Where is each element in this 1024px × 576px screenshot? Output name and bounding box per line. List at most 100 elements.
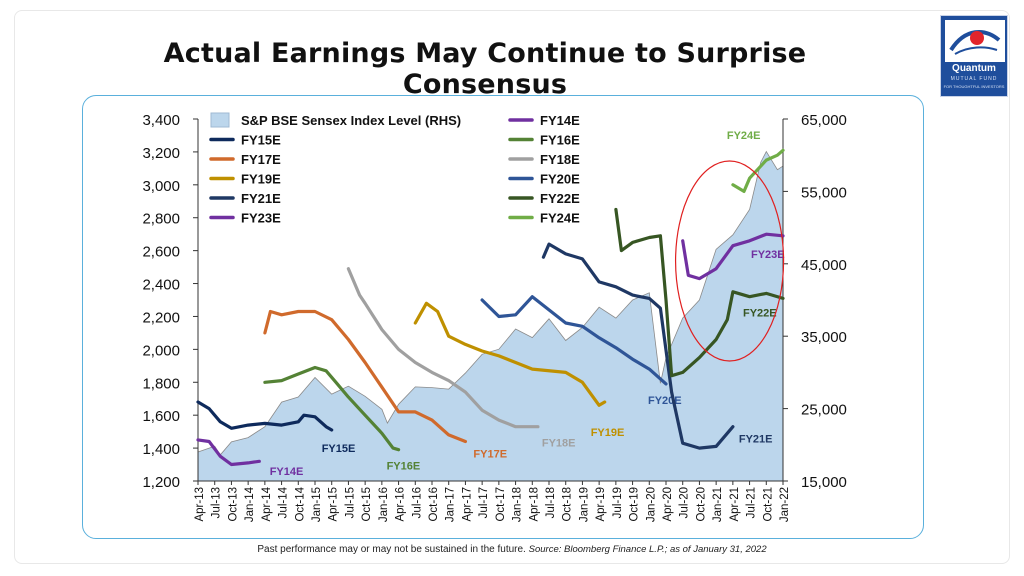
y-right-tick-label: 45,000: [801, 257, 847, 274]
x-tick-label: Jul-15: [344, 487, 356, 518]
x-tick-label: Jul-17: [478, 487, 490, 518]
series-label-fy19e: FY19E: [591, 427, 625, 439]
legend-label-area: S&P BSE Sensex Index Level (RHS): [241, 113, 461, 128]
y-left-tick-label: 2,200: [142, 309, 180, 326]
y-right-tick-label: 15,000: [801, 474, 847, 491]
x-tick-label: Jan-15: [311, 487, 323, 522]
series-line-fy17e: [263, 309, 467, 444]
chart-container: 1,200 1,400 1,600 1,800 2,000 2,200 2,400 2,600…: [82, 95, 924, 539]
x-tick-label: Jul-19: [612, 487, 624, 518]
series-line-fy23e: [681, 232, 785, 281]
footnote-source: Source: Bloomberg Finance L.P.; as of Ja…: [528, 544, 767, 555]
x-tick-label: Jan-18: [512, 487, 524, 522]
x-tick-label: Apr-18: [528, 487, 540, 522]
footnote-text: Past performance may or may not be susta…: [257, 544, 526, 555]
x-tick-label: Jul-21: [746, 487, 758, 518]
x-tick-label: Jan-20: [645, 487, 657, 522]
x-tick-label: Jul-20: [679, 487, 691, 518]
x-tick-label: Jul-14: [278, 486, 290, 518]
legend-label-fy15e: FY15E: [241, 133, 281, 148]
x-tick-label: Oct-16: [428, 487, 440, 522]
series-line-fy24e: [731, 148, 785, 193]
sensex-area-edge: [197, 150, 784, 456]
footnote: Past performance may or may not be susta…: [0, 544, 1024, 555]
sensex-earnings-chart: 1,200 1,400 1,600 1,800 2,000 2,200 2,400 2,600…: [142, 112, 847, 522]
y-left-tick-label: 1,200: [142, 474, 180, 491]
series-line-fy16e: [263, 365, 401, 452]
x-tick-label: Apr-15: [328, 487, 340, 522]
x-tick-label: Oct-18: [562, 487, 574, 522]
x-tick-label: Apr-21: [729, 487, 741, 522]
legend-label-fy18e: FY18E: [540, 152, 580, 167]
series-line-fy18e: [346, 267, 540, 429]
x-tick-label: Apr-16: [395, 487, 407, 522]
logo-name: Quantum: [952, 63, 996, 74]
x-tick-label: Jan-14: [244, 486, 256, 522]
series-label-fy16e: FY16E: [387, 461, 421, 473]
x-tick-label: Jan-19: [578, 487, 590, 522]
x-tick-label: Oct-15: [361, 487, 373, 522]
y-left-tick-label: 1,400: [142, 441, 180, 458]
x-tick-label: Apr-17: [461, 487, 473, 522]
logo-tagline: FOR THOUGHTFUL INVESTORS: [943, 84, 1005, 89]
y-left-tick-label: 2,400: [142, 277, 180, 294]
slide-frame: [14, 10, 1010, 564]
series-line-fy14e: [196, 438, 261, 467]
legend-label-fy20e: FY20E: [540, 172, 580, 187]
series-line-fy22e: [614, 207, 785, 378]
y-left-tick-label: 1,800: [142, 375, 180, 392]
series-label-fy17e: FY17E: [473, 449, 507, 461]
legend-label-fy19e: FY19E: [241, 172, 281, 187]
series-label-fy24e: FY24E: [727, 130, 761, 142]
x-tick-label: Jul-16: [411, 487, 423, 518]
series-line-fy15e: [196, 400, 334, 432]
series-label-fy14e: FY14E: [270, 466, 304, 478]
x-tick-label: Jul-18: [545, 487, 557, 518]
x-tick-label: Jul-13: [211, 487, 223, 518]
y-left-tick-label: 2,000: [142, 342, 180, 359]
legend-label-fy16e: FY16E: [540, 133, 580, 148]
legend-label-fy21e: FY21E: [241, 191, 281, 206]
x-tick-label: Jan-21: [712, 487, 724, 522]
legend-label-fy17e: FY17E: [241, 152, 281, 167]
x-tick-label: Jan-22: [779, 487, 791, 522]
slide-title: Actual Earnings May Continue to Surprise…: [163, 38, 807, 100]
y-right-tick-label: 65,000: [801, 112, 847, 129]
legend-label-fy24e: FY24E: [540, 211, 580, 226]
quantum-logo: Quantum MUTUAL FUND FOR THOUGHTFUL INVES…: [940, 15, 1008, 97]
x-tick-label: Apr-19: [595, 487, 607, 522]
legend-label-fy23e: FY23E: [241, 211, 281, 226]
series-line-fy19e: [413, 301, 607, 407]
series-label-fy18e: FY18E: [542, 438, 576, 450]
series-label-fy21e: FY21E: [739, 434, 773, 446]
y-left-tick-label: 3,400: [142, 112, 180, 129]
sensex-area: [198, 151, 783, 481]
logo-mark-icon: [945, 20, 1005, 62]
series-label-fy15e: FY15E: [322, 443, 356, 455]
x-tick-label: Oct-17: [495, 487, 507, 522]
x-tick-label: Apr-13: [194, 487, 206, 522]
legend-swatch-area: [210, 112, 230, 128]
series-line-fy20e: [480, 295, 668, 386]
y-right-tick-label: 25,000: [801, 402, 847, 419]
series-label-fy22e: FY22E: [743, 307, 777, 319]
y-right-tick-label: 35,000: [801, 329, 847, 346]
x-tick-label: Jan-17: [445, 487, 457, 522]
x-tick-label: Oct-19: [629, 487, 641, 522]
x-tick-label: Oct-13: [227, 487, 239, 522]
x-tick-label: Oct-20: [695, 487, 707, 522]
legend-label-fy14e: FY14E: [540, 113, 580, 128]
x-tick-label: Apr-14: [261, 486, 273, 521]
series-label-fy20e: FY20E: [648, 395, 682, 407]
highlight-ellipse: [674, 160, 785, 362]
x-tick-label: Oct-14: [294, 486, 306, 521]
x-tick-label: Apr-20: [662, 487, 674, 522]
y-left-tick-label: 2,600: [142, 244, 180, 261]
y-left-tick-label: 1,600: [142, 408, 180, 425]
y-left-tick-label: 2,800: [142, 211, 180, 228]
y-left-tick-label: 3,000: [142, 178, 180, 195]
series-line-fy21e: [541, 242, 735, 450]
logo-sub: MUTUAL FUND: [950, 76, 998, 82]
x-tick-label: Jan-16: [378, 487, 390, 522]
series-label-fy23e: FY23E: [751, 249, 785, 261]
